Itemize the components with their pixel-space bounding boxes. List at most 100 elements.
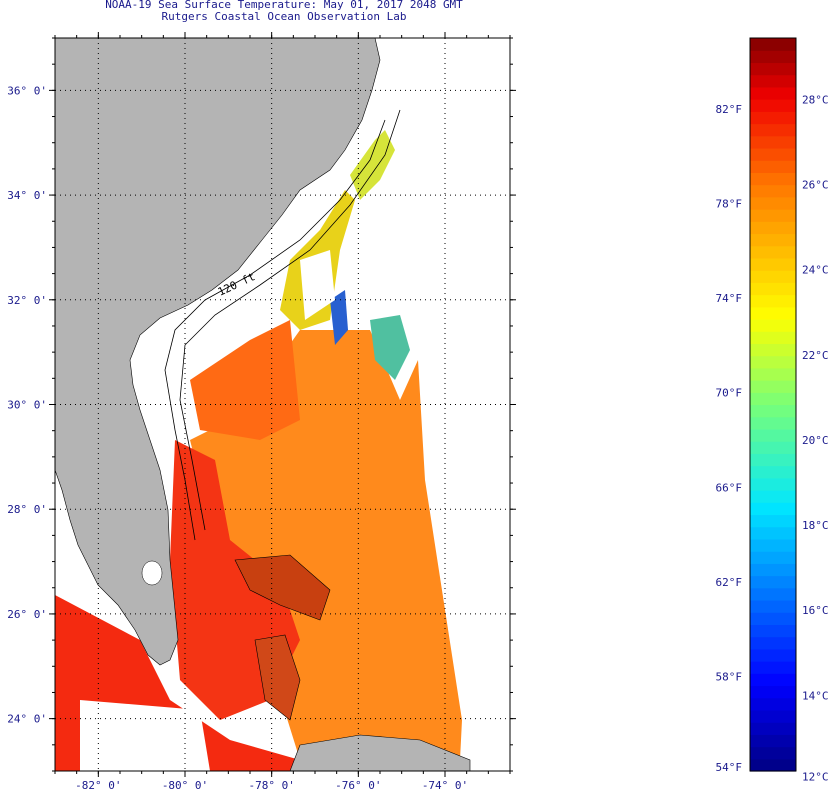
lat-tick-label: 36° 0' bbox=[7, 84, 47, 97]
colorbar bbox=[750, 38, 796, 772]
lon-tick-label: -82° 0' bbox=[75, 779, 121, 792]
cloud-gap bbox=[80, 700, 210, 771]
colorbar-segment bbox=[750, 318, 796, 332]
map-title: NOAA-19 Sea Surface Temperature: May 01,… bbox=[105, 0, 463, 11]
colorbar-f-label: 58°F bbox=[716, 670, 743, 683]
colorbar-segment bbox=[750, 50, 796, 64]
lat-tick-label: 30° 0' bbox=[7, 399, 47, 412]
colorbar-segment bbox=[750, 477, 796, 491]
lon-tick-label: -78° 0' bbox=[248, 779, 294, 792]
colorbar-segment bbox=[750, 599, 796, 613]
colorbar-c-label: 20°C bbox=[802, 434, 829, 447]
colorbar-segment bbox=[750, 685, 796, 699]
colorbar-segment bbox=[750, 697, 796, 711]
sst-swath-cool-patch-2 bbox=[330, 290, 348, 345]
colorbar-segment bbox=[750, 514, 796, 528]
colorbar-segment bbox=[750, 343, 796, 357]
colorbar-segment bbox=[750, 160, 796, 173]
colorbar-f-label: 54°F bbox=[716, 761, 743, 774]
lat-tick-label: 32° 0' bbox=[7, 294, 47, 307]
colorbar-segment bbox=[750, 734, 796, 748]
colorbar-segment bbox=[750, 367, 796, 381]
colorbar-segment bbox=[750, 587, 796, 601]
colorbar-segment bbox=[750, 331, 796, 345]
lon-tick-label: -76° 0' bbox=[335, 779, 381, 792]
lon-tick-label: -74° 0' bbox=[422, 779, 468, 792]
colorbar-f-label: 78°F bbox=[716, 198, 743, 211]
land-us-coast bbox=[55, 38, 381, 666]
colorbar-segment bbox=[750, 453, 796, 467]
colorbar-segment bbox=[750, 86, 796, 100]
colorbar-segment bbox=[750, 502, 796, 516]
colorbar-segment bbox=[750, 221, 796, 235]
colorbar-segment bbox=[750, 661, 796, 674]
colorbar-segment bbox=[750, 74, 796, 88]
land-cuba bbox=[289, 734, 471, 771]
colorbar-f-label: 74°F bbox=[716, 292, 743, 305]
colorbar-segment bbox=[750, 380, 796, 393]
cloud-gap bbox=[380, 190, 445, 330]
lat-tick-label: 28° 0' bbox=[7, 503, 47, 516]
colorbar-c-label: 14°C bbox=[802, 689, 829, 702]
colorbar-segment bbox=[750, 404, 796, 418]
lat-tick-label: 24° 0' bbox=[7, 713, 47, 726]
colorbar-segment bbox=[750, 135, 796, 149]
colorbar-segment bbox=[750, 709, 796, 723]
sst-swath-shelf-north bbox=[350, 130, 395, 200]
colorbar-segment bbox=[750, 306, 796, 320]
colorbar-c-label: 22°C bbox=[802, 349, 829, 362]
map-subtitle: Rutgers Coastal Ocean Observation Lab bbox=[161, 10, 407, 23]
colorbar-segment bbox=[750, 62, 796, 76]
colorbar-segment bbox=[750, 245, 796, 259]
colorbar-f-label: 62°F bbox=[716, 576, 743, 589]
bahamas-bank bbox=[234, 554, 331, 621]
colorbar-c-label: 18°C bbox=[802, 519, 829, 532]
colorbar-f-label: 66°F bbox=[716, 481, 743, 494]
lake-okeechobee bbox=[141, 560, 163, 586]
colorbar-segment bbox=[750, 355, 796, 369]
cloud-gap bbox=[300, 250, 335, 320]
colorbar-segment bbox=[750, 233, 796, 247]
colorbar-segment bbox=[750, 465, 796, 479]
colorbar-segment bbox=[750, 123, 796, 137]
colorbar-c-label: 26°C bbox=[802, 179, 829, 192]
colorbar-segment bbox=[750, 490, 796, 503]
lat-tick-label: 26° 0' bbox=[7, 608, 47, 621]
colorbar-c-label: 12°C bbox=[802, 770, 829, 783]
colorbar-segment bbox=[750, 294, 796, 308]
colorbar-segment bbox=[750, 196, 796, 210]
colorbar-segment bbox=[750, 257, 796, 271]
lat-tick-label: 34° 0' bbox=[7, 189, 47, 202]
colorbar-segment bbox=[750, 99, 796, 112]
colorbar-segment bbox=[750, 673, 796, 687]
lon-tick-label: -80° 0' bbox=[162, 779, 208, 792]
cloud-gap bbox=[150, 300, 230, 360]
colorbar-segment bbox=[750, 111, 796, 125]
colorbar-segment bbox=[750, 38, 796, 51]
sst-swath-cool-patch bbox=[370, 315, 410, 380]
colorbar-segment bbox=[750, 746, 796, 760]
colorbar-segment bbox=[750, 624, 796, 638]
colorbar-segment bbox=[750, 147, 796, 161]
colorbar-segment bbox=[750, 612, 796, 625]
colorbar-f-label: 82°F bbox=[716, 103, 743, 116]
colorbar-c-label: 16°C bbox=[802, 604, 829, 617]
graticule bbox=[55, 38, 510, 771]
colorbar-f-label: 70°F bbox=[716, 387, 743, 400]
colorbar-segment bbox=[750, 563, 796, 577]
colorbar-frame bbox=[749, 37, 797, 772]
colorbar-segment bbox=[750, 209, 796, 222]
colorbar-segment bbox=[750, 270, 796, 283]
colorbar-segment bbox=[750, 392, 796, 406]
colorbar-segment bbox=[750, 722, 796, 735]
colorbar-segment bbox=[750, 526, 796, 540]
depth-contour bbox=[179, 109, 401, 531]
colorbar-segment bbox=[750, 416, 796, 430]
colorbar-segment bbox=[750, 648, 796, 662]
colorbar-c-label: 28°C bbox=[802, 93, 829, 106]
bahamas-bank bbox=[254, 634, 301, 721]
colorbar-segment bbox=[750, 428, 796, 442]
colorbar-c-label: 24°C bbox=[802, 264, 829, 277]
colorbar-segment bbox=[750, 551, 796, 564]
